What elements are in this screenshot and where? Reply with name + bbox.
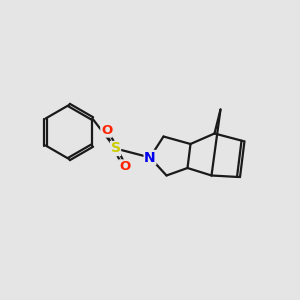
Text: S: S <box>110 142 121 155</box>
Text: O: O <box>119 160 130 173</box>
Text: N: N <box>144 151 156 164</box>
Text: O: O <box>101 124 112 137</box>
